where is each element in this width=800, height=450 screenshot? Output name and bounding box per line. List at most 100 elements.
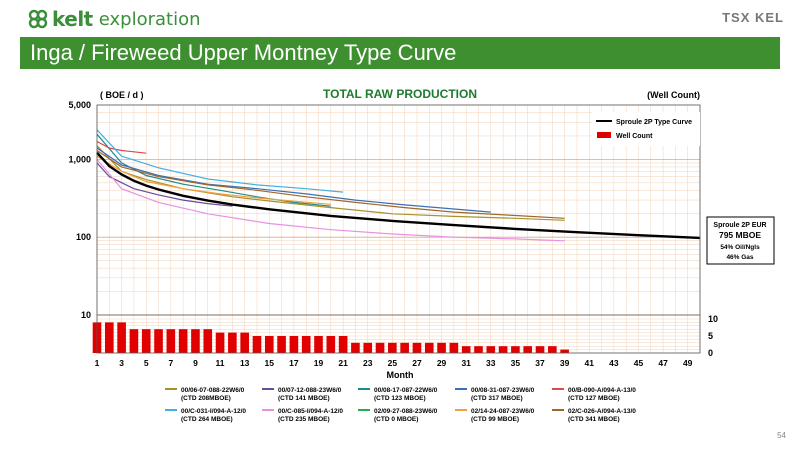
plot-area <box>97 105 700 353</box>
well-legend: 00/06-07-088-22W6/0(CTD 208MBOE) 00/07-12… <box>165 387 636 423</box>
well-legend-name: 00/08-17-087-22W6/0 <box>374 387 438 394</box>
chart-title: TOTAL RAW PRODUCTION <box>323 87 477 101</box>
well-legend-ctd: (CTD 127 MBOE) <box>568 395 620 402</box>
well-legend-name: 00/07-12-088-23W6/0 <box>278 387 342 394</box>
well-count-bar <box>338 336 348 353</box>
x-tick-label: 27 <box>412 358 422 368</box>
legend-well-count-swatch <box>597 132 611 138</box>
well-legend-name: 02/C-026-A/094-A-13/0 <box>568 408 636 415</box>
legend-type-curve-label: Sproule 2P Type Curve <box>616 119 692 126</box>
eur-box: Sproule 2P EUR 795 MBOE 54% Oil/Ngls 46%… <box>706 216 775 265</box>
logo-text: kelt <box>52 7 93 31</box>
well-legend-name: 00/C-031-I/094-A-12/0 <box>181 408 246 415</box>
well-count-bar <box>252 336 262 353</box>
well-legend-ctd: (CTD 317 MBOE) <box>471 395 523 402</box>
x-tick-label: 35 <box>511 358 521 368</box>
well-production-line <box>96 159 565 242</box>
well-legend-ctd: (CTD 123 MBOE) <box>374 395 426 402</box>
x-tick-label: 31 <box>461 358 471 368</box>
well-count-bar <box>277 336 286 353</box>
y2-tick-label: 5 <box>708 331 713 341</box>
x-axis-label: Month <box>387 370 414 380</box>
well-count-bar <box>301 336 311 353</box>
plot-frame <box>96 104 701 354</box>
y2-tick-label: 0 <box>708 348 713 358</box>
well-count-bar <box>191 329 200 353</box>
well-count-bar <box>486 346 496 353</box>
eur-box-oil: 54% Oil/Ngls <box>720 244 760 251</box>
well-legend-name: 00/B-090-A/094-A-13/0 <box>568 387 636 394</box>
well-count-bar <box>523 346 533 353</box>
x-tick-label: 43 <box>609 358 619 368</box>
well-count-bar <box>326 336 336 353</box>
x-tick-label: 11 <box>216 358 225 368</box>
well-count-bar <box>228 332 237 353</box>
eur-box-title: Sproule 2P EUR <box>713 222 766 229</box>
y2-tick-label: 10 <box>708 314 718 324</box>
legend-well-count-label: Well Count <box>616 133 653 140</box>
well-count-bar <box>351 342 360 353</box>
well-count-bar <box>104 322 114 353</box>
well-production-line <box>96 133 331 207</box>
x-tick-label: 7 <box>168 358 173 368</box>
well-count-bar <box>141 329 151 353</box>
x-tick-label: 17 <box>289 358 299 368</box>
x-tick-label: 21 <box>338 358 348 368</box>
well-count-bar <box>400 342 409 353</box>
well-count-bar <box>178 329 188 353</box>
x-tick-label: 33 <box>486 358 496 368</box>
x-tick-label: 47 <box>658 358 668 368</box>
well-count-bar <box>548 346 557 353</box>
well-legend-name: 02/14-24-087-23W6/0 <box>471 408 535 415</box>
x-tick-label: 5 <box>144 358 149 368</box>
well-count-bar <box>424 342 434 353</box>
well-production-line <box>96 162 233 207</box>
eur-box-frame <box>706 216 775 265</box>
x-tick-label: 41 <box>585 358 595 368</box>
well-count-bar <box>117 322 126 353</box>
type-curve-line <box>96 151 701 240</box>
well-count-bar <box>437 342 446 353</box>
well-legend-ctd: (CTD 0 MBOE) <box>374 416 418 423</box>
y-tick-label: 10 <box>81 310 91 320</box>
x-tick-label: 29 <box>437 358 447 368</box>
well-count-bar <box>240 332 249 353</box>
well-legend-ctd: (CTD 208MBOE) <box>181 395 231 402</box>
y-tick-label: 100 <box>76 232 91 242</box>
well-count-bar <box>129 329 139 353</box>
chart-grid <box>96 104 701 354</box>
well-count-bar <box>388 342 397 353</box>
x-tick-label: 49 <box>683 358 693 368</box>
well-legend-ctd: (CTD 235 MBOE) <box>278 416 330 423</box>
well-count-bar <box>474 346 483 353</box>
title-bar: Inga / Fireweed Upper Montney Type Curve <box>20 37 780 69</box>
well-legend-name: 00/08-31-087-23W6/0 <box>471 387 535 394</box>
x-tick-label: 39 <box>560 358 570 368</box>
well-count-bar <box>264 336 274 353</box>
slide-title: Inga / Fireweed Upper Montney Type Curve <box>30 40 457 65</box>
well-count-bar <box>560 349 569 353</box>
x-tick-label: 15 <box>265 358 275 368</box>
logo-subtext: exploration <box>98 8 201 30</box>
well-production-line <box>96 145 565 221</box>
well-count-bar <box>289 336 299 353</box>
x-tick-label: 1 <box>95 358 100 368</box>
well-count-bar <box>314 336 323 353</box>
x-tick-label: 23 <box>363 358 373 368</box>
well-legend-name: 00/C-085-I/094-A-12/0 <box>278 408 343 415</box>
y-tick-label: 1,000 <box>68 154 91 164</box>
x-tick-label: 37 <box>535 358 545 368</box>
well-count-bar <box>461 346 471 353</box>
exchange-ticker: TSX KEL <box>722 10 784 25</box>
well-count-bars <box>92 322 569 353</box>
well-count-bar <box>375 342 385 353</box>
inner-legend: Sproule 2P Type Curve Well Count <box>592 112 700 146</box>
x-tick-label: 9 <box>193 358 198 368</box>
well-legend-ctd: (CTD 264 MBOE) <box>181 416 233 423</box>
company-logo: kelt exploration <box>28 6 201 32</box>
well-legend-ctd: (CTD 341 MBOE) <box>568 416 620 423</box>
inner-legend-box <box>592 112 700 146</box>
well-production-lines <box>96 129 565 242</box>
